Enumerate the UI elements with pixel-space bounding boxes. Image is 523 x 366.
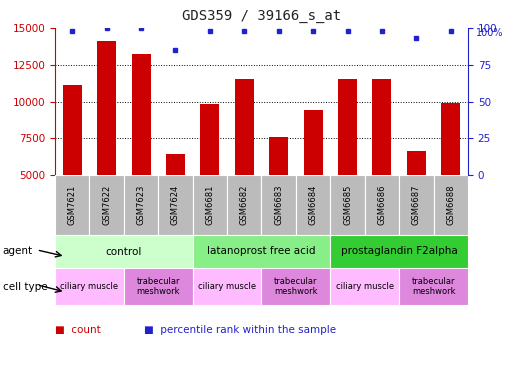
Bar bbox=[166, 154, 185, 175]
Text: GSM6683: GSM6683 bbox=[274, 185, 283, 225]
Text: trabecular
meshwork: trabecular meshwork bbox=[412, 277, 456, 296]
Bar bbox=[227, 175, 262, 235]
Bar bbox=[63, 85, 82, 175]
Text: GDS359 / 39166_s_at: GDS359 / 39166_s_at bbox=[182, 9, 341, 23]
Text: ■  count: ■ count bbox=[55, 325, 101, 335]
Text: GSM6681: GSM6681 bbox=[206, 185, 214, 225]
Text: ciliary muscle: ciliary muscle bbox=[336, 282, 394, 291]
Bar bbox=[262, 268, 331, 305]
Bar bbox=[235, 79, 254, 175]
Text: GSM6684: GSM6684 bbox=[309, 185, 317, 225]
Text: GSM7621: GSM7621 bbox=[67, 185, 77, 225]
Bar bbox=[192, 175, 227, 235]
Text: prostaglandin F2alpha: prostaglandin F2alpha bbox=[341, 246, 458, 257]
Text: control: control bbox=[106, 246, 142, 257]
Text: ■  percentile rank within the sample: ■ percentile rank within the sample bbox=[144, 325, 336, 335]
Bar bbox=[262, 175, 296, 235]
Bar bbox=[192, 268, 262, 305]
Text: GSM6688: GSM6688 bbox=[446, 185, 456, 225]
Text: ciliary muscle: ciliary muscle bbox=[198, 282, 256, 291]
Text: 100%: 100% bbox=[476, 28, 504, 38]
Text: ciliary muscle: ciliary muscle bbox=[60, 282, 119, 291]
Text: GSM6685: GSM6685 bbox=[343, 185, 352, 225]
Bar bbox=[338, 79, 357, 175]
Bar bbox=[158, 175, 192, 235]
Text: GSM6686: GSM6686 bbox=[378, 185, 386, 225]
Bar bbox=[331, 175, 365, 235]
Bar bbox=[89, 175, 124, 235]
Text: agent: agent bbox=[3, 246, 33, 257]
Bar bbox=[124, 268, 192, 305]
Bar bbox=[365, 175, 399, 235]
Bar bbox=[97, 41, 116, 175]
Bar bbox=[434, 175, 468, 235]
Bar bbox=[132, 55, 151, 175]
Text: GSM6682: GSM6682 bbox=[240, 185, 249, 225]
Bar bbox=[192, 235, 331, 268]
Bar bbox=[441, 103, 460, 175]
Bar bbox=[296, 175, 331, 235]
Bar bbox=[399, 175, 434, 235]
Bar bbox=[124, 175, 158, 235]
Bar bbox=[200, 104, 219, 175]
Bar bbox=[55, 175, 89, 235]
Bar bbox=[372, 79, 391, 175]
Bar bbox=[55, 268, 124, 305]
Bar bbox=[269, 137, 288, 175]
Bar bbox=[331, 235, 468, 268]
Text: latanoprost free acid: latanoprost free acid bbox=[207, 246, 316, 257]
Bar bbox=[407, 152, 426, 175]
Bar bbox=[304, 110, 323, 175]
Text: GSM7622: GSM7622 bbox=[102, 185, 111, 225]
Text: cell type: cell type bbox=[3, 281, 47, 291]
Bar bbox=[331, 268, 399, 305]
Bar bbox=[399, 268, 468, 305]
Text: GSM7624: GSM7624 bbox=[171, 185, 180, 225]
Text: trabecular
meshwork: trabecular meshwork bbox=[274, 277, 317, 296]
Text: GSM6687: GSM6687 bbox=[412, 185, 421, 225]
Text: trabecular
meshwork: trabecular meshwork bbox=[137, 277, 180, 296]
Bar bbox=[55, 235, 192, 268]
Text: GSM7623: GSM7623 bbox=[137, 185, 145, 225]
